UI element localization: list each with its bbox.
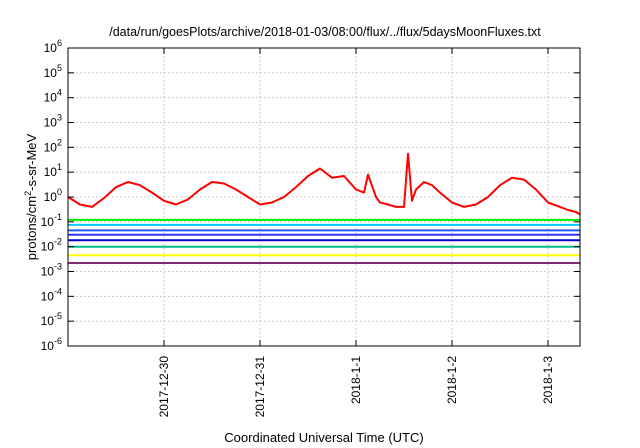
y-tick-exponent: -3 bbox=[54, 262, 62, 272]
y-tick-exponent: 5 bbox=[57, 63, 62, 73]
x-axis: 2017-12-30 2017-12-31 2018-1-1 2018-1-2 2018… bbox=[157, 48, 555, 417]
y-tick-base: 10 bbox=[41, 215, 55, 229]
y-axis-label-suffix: -s-sr-MeV bbox=[24, 133, 39, 190]
x-axis-label: Coordinated Universal Time (UTC) bbox=[224, 430, 423, 445]
y-tick-label: 10-2 bbox=[41, 237, 62, 254]
y-tick-exponent: 4 bbox=[57, 88, 62, 98]
y-tick-base: 10 bbox=[41, 339, 55, 353]
y-tick-base: 10 bbox=[41, 314, 55, 328]
y-axis-label-superscript: 2 bbox=[23, 191, 33, 196]
y-tick-base: 10 bbox=[44, 41, 58, 55]
y-tick-exponent: 1 bbox=[57, 162, 62, 172]
y-tick-exponent: -1 bbox=[54, 212, 62, 222]
y-tick-base: 10 bbox=[44, 66, 58, 80]
y-tick-label: 10-1 bbox=[41, 212, 62, 229]
y-tick-exponent: -4 bbox=[54, 286, 62, 296]
x-tick-label: 2018-1-3 bbox=[541, 356, 555, 404]
y-axis-label-prefix: protons/cm bbox=[24, 196, 39, 260]
series-layer bbox=[67, 152, 581, 264]
y-tick-label: 10-4 bbox=[41, 286, 62, 303]
x-tick-label: 2017-12-30 bbox=[157, 356, 171, 418]
y-tick-label: 103 bbox=[44, 113, 62, 130]
series-line-0 bbox=[67, 152, 581, 216]
y-tick-label: 10-5 bbox=[41, 311, 62, 328]
y-tick-label: 102 bbox=[44, 137, 62, 154]
y-tick-exponent: 6 bbox=[57, 38, 62, 48]
y-tick-exponent: -5 bbox=[54, 311, 62, 321]
y-tick-base: 10 bbox=[44, 116, 58, 130]
y-tick-base: 10 bbox=[41, 240, 55, 254]
y-tick-label: 100 bbox=[44, 187, 62, 204]
y-tick-exponent: -6 bbox=[54, 336, 62, 346]
chart-title: /data/run/goesPlots/archive/2018-01-03/0… bbox=[109, 25, 541, 39]
y-tick-exponent: 3 bbox=[57, 113, 62, 123]
y-tick-base: 10 bbox=[41, 289, 55, 303]
y-tick-exponent: -2 bbox=[54, 237, 62, 247]
y-tick-label: 106 bbox=[44, 38, 62, 55]
y-tick-label: 104 bbox=[44, 88, 62, 105]
y-tick-label: 10-3 bbox=[41, 262, 62, 279]
y-tick-label: 105 bbox=[44, 63, 62, 80]
y-tick-base: 10 bbox=[44, 140, 58, 154]
y-tick-base: 10 bbox=[44, 91, 58, 105]
y-tick-exponent: 2 bbox=[57, 137, 62, 147]
y-tick-base: 10 bbox=[41, 265, 55, 279]
y-axis-label: protons/cm2-s-sr-MeV bbox=[23, 133, 39, 260]
x-tick-label: 2018-1-1 bbox=[349, 356, 363, 404]
y-tick-base: 10 bbox=[44, 165, 58, 179]
y-tick-exponent: 0 bbox=[57, 187, 62, 197]
y-tick-label: 101 bbox=[44, 162, 62, 179]
y-axis: 10-610-510-410-310-210-11001011021031041… bbox=[41, 38, 580, 353]
x-tick-label: 2017-12-31 bbox=[253, 356, 267, 418]
y-tick-label: 10-6 bbox=[41, 336, 62, 353]
y-tick-base: 10 bbox=[44, 190, 58, 204]
grid-lines bbox=[68, 47, 580, 347]
x-tick-label: 2018-1-2 bbox=[445, 356, 459, 404]
